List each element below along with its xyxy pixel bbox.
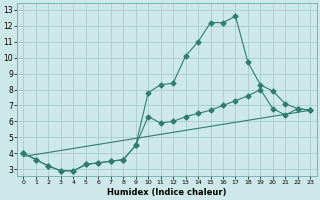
X-axis label: Humidex (Indice chaleur): Humidex (Indice chaleur) <box>107 188 227 197</box>
